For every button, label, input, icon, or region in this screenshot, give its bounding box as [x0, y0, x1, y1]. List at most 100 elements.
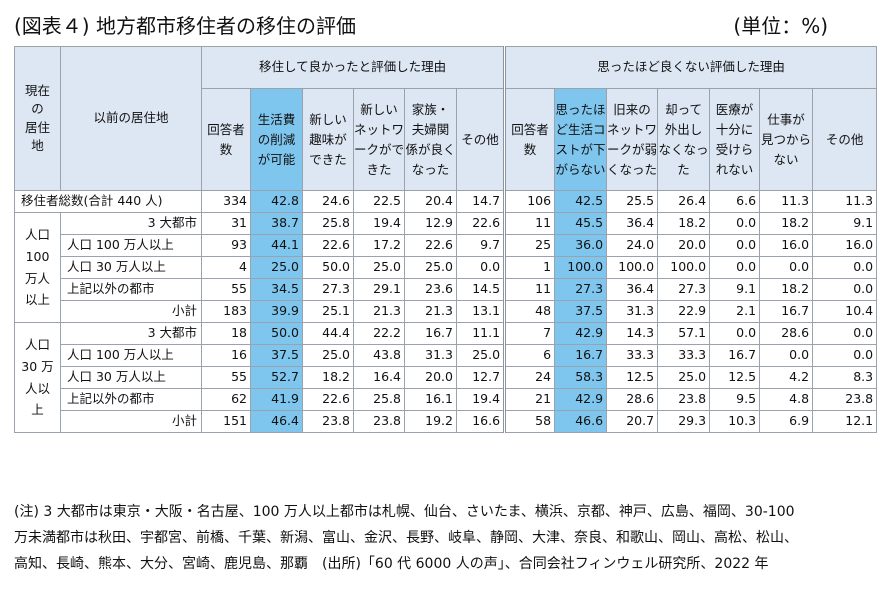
cell-good-2: 24.6 — [302, 190, 354, 213]
cell-bad-4: 0.0 — [709, 322, 761, 345]
table-row: 上記以外の都市 62 41.9 22.6 25.8 16.1 19.4 21 42.9 28.6 2… — [15, 388, 878, 411]
cell-bad-4: 0.0 — [709, 212, 761, 235]
header-good-col-2: 新しい 趣味が できた — [302, 88, 354, 191]
cell-good-1: 37.5 — [250, 344, 303, 367]
header-good-col-5: その他 — [455, 88, 506, 191]
row-label: 小計 — [60, 300, 202, 323]
header-good-col-0: 回答者 数 — [201, 88, 251, 191]
cell-bad-4: 9.5 — [709, 388, 761, 411]
cell-bad-3: 23.8 — [657, 388, 711, 411]
header-bad-col-5: 仕事が 見つから ない — [759, 88, 814, 191]
cell-bad-4: 16.7 — [709, 344, 761, 367]
table-row-total: 移住者総数(合計 440 人) 334 42.8 24.6 22.5 20.4 14.7 10… — [14, 190, 878, 213]
cell-bad-4: 9.1 — [709, 278, 761, 301]
cell-bad-5: 16.7 — [759, 300, 814, 323]
cell-bad-1: 58.3 — [554, 366, 608, 389]
cell-bad-3: 33.3 — [657, 344, 711, 367]
cell-good-2: 25.8 — [302, 212, 354, 235]
cell-bad-6: 10.4 — [812, 300, 878, 323]
cell-bad-0: 21 — [503, 388, 556, 411]
table-row: 上記以外の都市 55 34.5 27.3 29.1 23.6 14.5 11 27.3 36.4 2… — [15, 278, 878, 301]
row-label: 3 大都市 — [60, 212, 202, 235]
cell-bad-5: 11.3 — [759, 190, 814, 213]
cell-bad-6: 16.0 — [812, 234, 878, 257]
row-label: 上記以外の都市 — [60, 278, 202, 301]
cell-bad-0: 58 — [503, 410, 556, 433]
cell-good-2: 25.0 — [302, 344, 354, 367]
cell-bad-3: 57.1 — [657, 322, 711, 345]
header-current-residence-text: 現在 の 居住 地 — [24, 83, 50, 153]
cell-good-4: 25.0 — [404, 256, 457, 279]
cell-good-3: 21.3 — [353, 300, 405, 323]
cell-good-5: 19.4 — [455, 388, 506, 411]
cell-bad-3: 22.9 — [657, 300, 711, 323]
cell-bad-4: 2.1 — [709, 300, 761, 323]
cell-bad-4: 0.0 — [709, 234, 761, 257]
cell-good-3: 17.2 — [353, 234, 405, 257]
cell-good-1: 42.8 — [250, 190, 303, 213]
title-row: (図表４) 地方都市移住者の移住の評価 (単位：%) — [14, 10, 874, 40]
cell-bad-3: 20.0 — [657, 234, 711, 257]
cell-good-0: 62 — [201, 388, 251, 411]
cell-good-2: 50.0 — [302, 256, 354, 279]
row-label: 上記以外の都市 — [60, 388, 202, 411]
header-good-col-1: 生活費 の削減 が可能 — [250, 88, 303, 191]
cell-bad-0: 24 — [503, 366, 556, 389]
cell-bad-1: 37.5 — [554, 300, 608, 323]
cell-good-5: 14.5 — [455, 278, 506, 301]
cell-bad-1: 42.5 — [554, 190, 608, 213]
row-label-total: 移住者総数(合計 440 人) — [14, 190, 202, 213]
cell-bad-2: 24.0 — [606, 234, 659, 257]
row-label: 人口 100 万人以上 — [60, 344, 202, 367]
table-row: 人口 100 万人 以上 3 大都市 31 38.7 25.8 19.4 12.9 22.6 1… — [14, 212, 878, 323]
cell-good-2: 22.6 — [302, 234, 354, 257]
cell-bad-1: 42.9 — [554, 322, 608, 345]
cell-good-4: 22.6 — [404, 234, 457, 257]
cell-bad-3: 29.3 — [657, 410, 711, 433]
row-label: 人口 100 万人以上 — [60, 234, 202, 257]
cell-bad-2: 14.3 — [606, 322, 659, 345]
header-bad-col-4: 医療が 十分に 受けら れない — [709, 88, 761, 191]
cell-good-2: 44.4 — [302, 322, 354, 345]
cell-good-3: 25.0 — [353, 256, 405, 279]
page-title: (図表４) 地方都市移住者の移住の評価 — [14, 14, 356, 38]
header-bad-col-3: 却って 外出し なくなっ た — [657, 88, 711, 191]
cell-good-5: 25.0 — [455, 344, 506, 367]
cell-good-4: 23.6 — [404, 278, 457, 301]
header-bad-col-0: 回答者 数 — [503, 88, 556, 191]
cell-bad-1: 45.5 — [554, 212, 608, 235]
cell-bad-0: 106 — [503, 190, 556, 213]
cell-good-2: 18.2 — [302, 366, 354, 389]
cell-bad-6: 0.0 — [812, 322, 878, 345]
table-row: 人口 100 万人以上 16 37.5 25.0 43.8 31.3 25.0 6 16.7 33… — [15, 344, 878, 367]
cell-bad-2: 28.6 — [606, 388, 659, 411]
cell-bad-0: 7 — [503, 322, 556, 345]
cell-bad-6: 12.1 — [812, 410, 878, 433]
cell-bad-5: 18.2 — [759, 278, 814, 301]
cell-bad-5: 0.0 — [759, 256, 814, 279]
cell-good-5: 22.6 — [455, 212, 506, 235]
cell-bad-6: 0.0 — [812, 278, 878, 301]
cell-good-5: 14.7 — [455, 190, 506, 213]
table-row: 人口 100 万人以上 93 44.1 22.6 17.2 22.6 9.7 25 36.0 24… — [15, 234, 878, 257]
cell-good-3: 16.4 — [353, 366, 405, 389]
cell-bad-2: 31.3 — [606, 300, 659, 323]
cell-bad-5: 16.0 — [759, 234, 814, 257]
cell-bad-6: 8.3 — [812, 366, 878, 389]
cell-good-1: 41.9 — [250, 388, 303, 411]
cell-good-3: 43.8 — [353, 344, 405, 367]
evaluation-table: 現在 の 居住 地 以前の居住地 移住して良かったと評価した理由 思ったほど良く… — [14, 46, 878, 433]
cell-good-0: 18 — [201, 322, 251, 345]
cell-good-3: 22.5 — [353, 190, 405, 213]
unit-label: (単位：%) — [733, 14, 828, 38]
cell-good-0: 55 — [201, 278, 251, 301]
cell-good-1: 34.5 — [250, 278, 303, 301]
cell-good-4: 16.7 — [404, 322, 457, 345]
cell-bad-0: 11 — [503, 212, 556, 235]
cell-bad-0: 25 — [503, 234, 556, 257]
header-good-col-3: 新しい ネットワ ークがで きた — [353, 88, 405, 191]
cell-bad-5: 18.2 — [759, 212, 814, 235]
header-current-residence: 現在 の 居住 地 — [14, 46, 61, 191]
cell-bad-5: 0.0 — [759, 344, 814, 367]
cell-bad-3: 100.0 — [657, 256, 711, 279]
